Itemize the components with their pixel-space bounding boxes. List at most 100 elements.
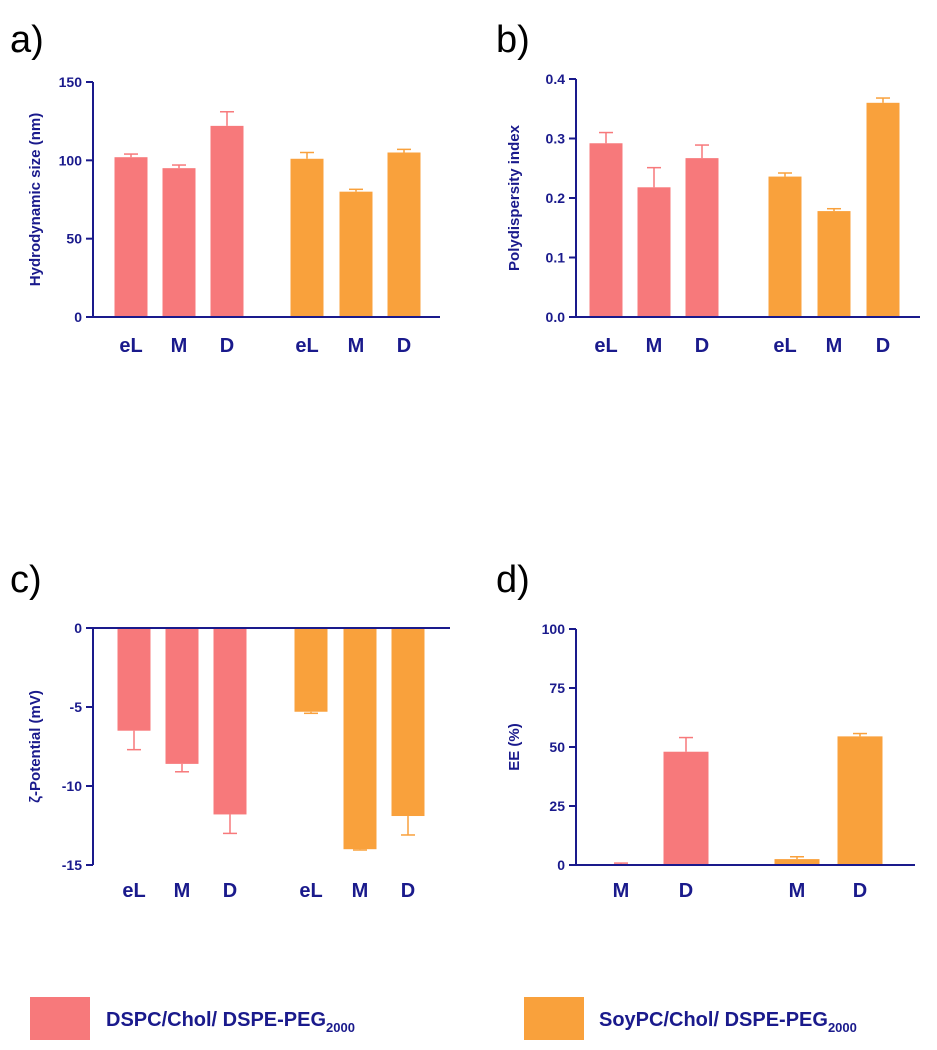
bar-c-s1-eL <box>294 628 328 712</box>
bar-b-s0-D <box>685 158 719 317</box>
error-bar <box>599 131 613 144</box>
legend-swatch-soypc <box>524 997 584 1040</box>
category-label: eL <box>299 880 322 902</box>
bar-a-s1-D <box>387 152 421 317</box>
error-bar <box>647 166 661 188</box>
y-tick-label: -5 <box>70 699 83 715</box>
category-label: D <box>853 880 867 902</box>
category-label: D <box>695 335 709 357</box>
y-tick-label: 0 <box>557 857 565 873</box>
bar-d-s0-D <box>663 751 709 865</box>
y-tick-label: 50 <box>549 739 565 755</box>
legend-label-soypc: SoyPC/Chol/ DSPE-PEG2000 <box>599 1009 857 1035</box>
bar-b-s0-M <box>637 187 671 317</box>
error-bar <box>175 763 189 773</box>
y-axis-title: Hydrodynamic size (nm) <box>27 113 44 286</box>
bar-b-s1-D <box>866 102 900 317</box>
category-label: eL <box>295 335 318 357</box>
category-label: M <box>826 335 843 357</box>
bar-c-s0-M <box>165 628 199 764</box>
category-label: eL <box>594 335 617 357</box>
bar-d-s1-M <box>774 859 820 865</box>
error-bar <box>127 730 141 751</box>
y-axis-title: Polydispersity index <box>506 124 523 271</box>
y-tick-label: 25 <box>549 798 565 814</box>
y-axis-title: EE (%) <box>506 723 523 771</box>
bar-c-s1-D <box>391 628 425 817</box>
bar-b-s1-M <box>817 211 851 317</box>
category-label: D <box>401 880 415 902</box>
y-tick-label: -15 <box>62 857 82 873</box>
category-label: M <box>646 335 663 357</box>
y-tick-label: 100 <box>542 621 566 637</box>
bar-c-s0-D <box>213 628 247 815</box>
bar-b-s1-eL <box>768 176 802 317</box>
panel-letter: b) <box>496 19 530 61</box>
legend: DSPC/Chol/ DSPE-PEG2000 SoyPC/Chol/ DSPE… <box>30 997 857 1040</box>
category-label: eL <box>122 880 145 902</box>
error-bar <box>695 144 709 159</box>
category-label: eL <box>773 335 796 357</box>
panel-d: d) M D M D 0 25 50 75 100 EE (%) <box>496 559 915 902</box>
error-bar <box>397 148 411 153</box>
category-label: M <box>352 880 369 902</box>
y-tick-label: 0.2 <box>546 190 566 206</box>
bar-c-s1-M <box>343 628 377 850</box>
error-bar <box>220 111 234 126</box>
bar-a-s1-M <box>339 191 373 317</box>
panel-letter: c) <box>10 559 42 601</box>
error-bar <box>124 153 138 158</box>
error-bar <box>349 188 363 192</box>
category-label: D <box>876 335 890 357</box>
bar-c-s0-eL <box>117 628 151 731</box>
category-label: D <box>679 880 693 902</box>
category-label: eL <box>119 335 142 357</box>
error-bar <box>300 151 314 159</box>
bar-a-s0-eL <box>114 157 148 317</box>
error-bar <box>790 855 804 860</box>
error-bar <box>223 814 237 835</box>
y-tick-label: 0 <box>74 620 82 636</box>
panel-letter: d) <box>496 559 530 601</box>
category-label: D <box>397 335 411 357</box>
error-bar <box>827 207 841 212</box>
y-tick-label: 0.1 <box>546 250 566 266</box>
y-tick-label: 0.0 <box>546 309 566 325</box>
bar-a-s1-eL <box>290 158 324 317</box>
category-label: M <box>789 880 806 902</box>
category-label: D <box>223 880 237 902</box>
legend-label-dspc: DSPC/Chol/ DSPE-PEG2000 <box>106 1009 355 1035</box>
y-tick-label: 50 <box>66 231 82 247</box>
error-bar <box>876 97 890 103</box>
category-label: M <box>174 880 191 902</box>
y-tick-label: -10 <box>62 778 82 794</box>
bar-d-s1-D <box>837 736 883 865</box>
error-bar <box>172 164 186 169</box>
y-axis-title: ζ-Potential (mV) <box>27 690 44 803</box>
error-bar <box>853 732 867 737</box>
y-tick-label: 0.4 <box>546 71 566 87</box>
y-tick-label: 0.3 <box>546 131 566 147</box>
y-tick-label: 75 <box>549 680 565 696</box>
y-tick-label: 150 <box>59 74 83 90</box>
bar-b-s0-eL <box>589 143 623 317</box>
error-bar <box>401 816 415 836</box>
error-bar <box>353 849 367 851</box>
category-label: M <box>171 335 188 357</box>
category-label: D <box>220 335 234 357</box>
y-tick-label: 100 <box>59 152 83 168</box>
legend-swatch-dspc <box>30 997 90 1040</box>
error-bar <box>679 736 693 752</box>
error-bar <box>304 711 318 715</box>
bar-a-s0-M <box>162 168 196 317</box>
error-bar <box>778 172 792 177</box>
y-tick-label: 0 <box>74 309 82 325</box>
bar-a-s0-D <box>210 125 244 317</box>
panel-letter: a) <box>10 19 44 61</box>
category-label: M <box>348 335 365 357</box>
category-label: M <box>613 880 630 902</box>
